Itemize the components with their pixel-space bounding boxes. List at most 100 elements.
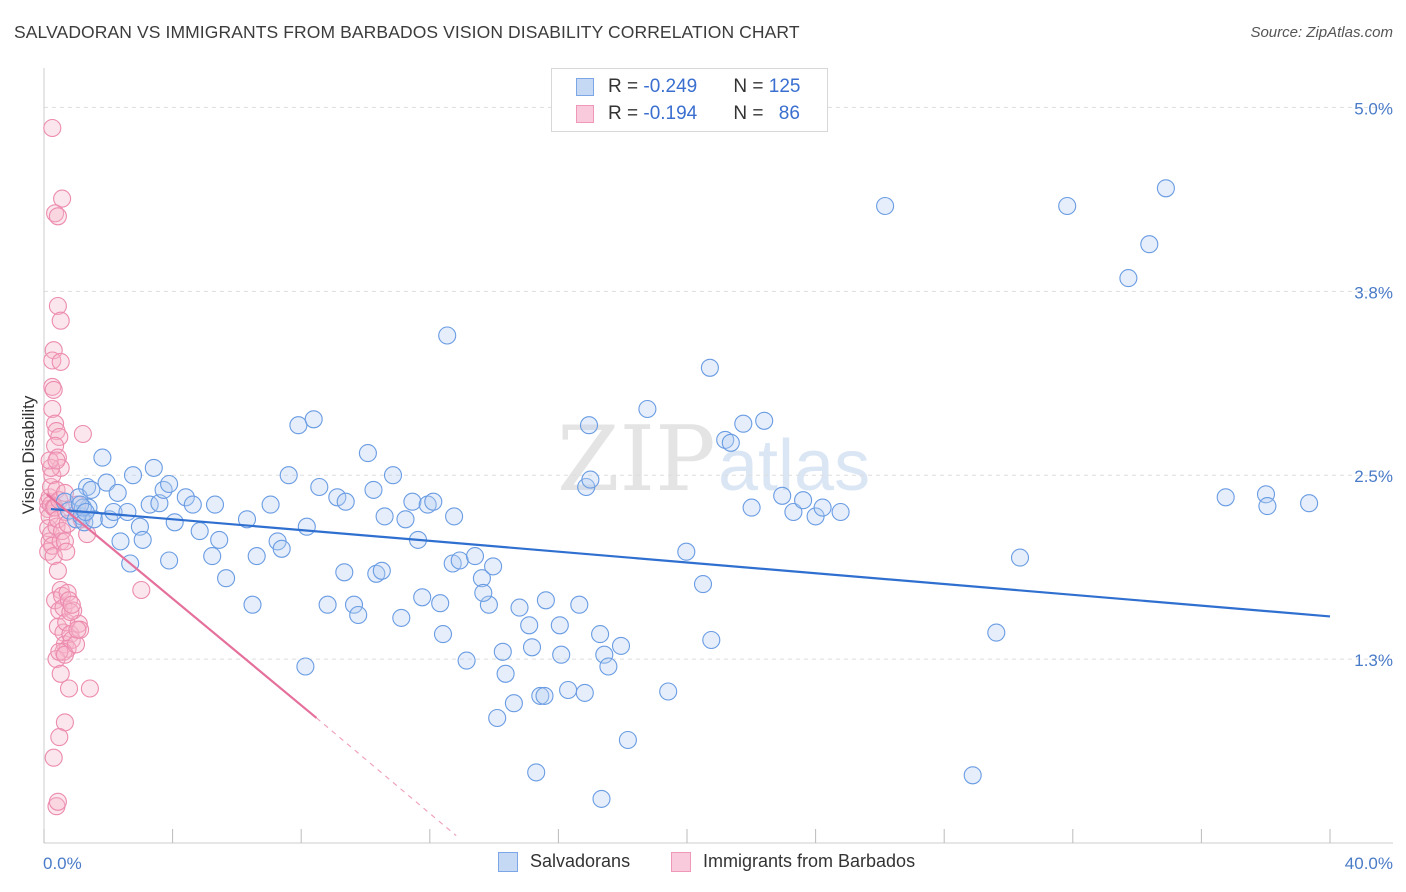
scatter-point — [1140, 235, 1159, 254]
r-value: -0.249 — [643, 76, 698, 97]
legend-row-barbados: R = -0.194 N = 86 — [576, 101, 800, 127]
scatter-point — [794, 491, 813, 510]
legend-item-salvadorans[interactable]: Salvadorans — [498, 851, 630, 872]
scatter-point — [82, 480, 101, 499]
scatter-point — [47, 650, 66, 669]
scatter-point — [118, 502, 137, 522]
scatter-point — [176, 488, 195, 507]
scatter-point — [424, 492, 443, 511]
scatter-point — [73, 424, 92, 444]
scatter-point — [375, 507, 394, 526]
scatter-point — [111, 532, 130, 551]
scatter-point — [48, 207, 67, 226]
scatter-point — [335, 563, 354, 582]
scatter-point — [677, 542, 696, 561]
scatter-point — [364, 480, 383, 499]
scatter-point — [289, 416, 308, 435]
scatter-point — [592, 789, 611, 808]
scatter-point — [51, 664, 70, 683]
scatter-point — [190, 522, 209, 541]
scatter-point — [133, 530, 152, 549]
scatter-point — [80, 679, 99, 698]
barbados-points — [39, 118, 151, 816]
scatter-point — [150, 494, 169, 513]
scatter-point — [479, 595, 498, 614]
scatter-point — [43, 399, 62, 419]
scatter-point — [510, 598, 529, 617]
scatter-point — [504, 694, 523, 713]
scatter-point — [44, 748, 63, 767]
scatter-point — [140, 495, 159, 514]
scatter-point — [310, 477, 329, 497]
x-tick-min: 0.0% — [43, 854, 82, 873]
legend-label-barbados: Immigrants from Barbados — [703, 851, 916, 871]
scatter-point — [66, 635, 86, 654]
scatter-point — [784, 502, 803, 522]
scatter-point — [773, 486, 792, 505]
scatter-point — [831, 502, 850, 522]
scatter-point — [559, 680, 578, 700]
scatter-point — [535, 686, 554, 705]
scatter-point — [183, 495, 202, 514]
scatter-point — [702, 630, 721, 650]
scatter-point — [1156, 179, 1175, 198]
scatter-point — [987, 623, 1006, 642]
scatter-point — [1300, 494, 1319, 513]
scatter-point — [123, 466, 143, 485]
y-tick-label: 1.3% — [1354, 651, 1393, 670]
scatter-point — [755, 411, 774, 430]
scatter-point — [700, 358, 719, 377]
r-label: R = — [608, 103, 644, 124]
scatter-point — [261, 495, 280, 514]
scatter-point — [581, 470, 600, 489]
scatter-point — [876, 196, 895, 216]
scatter-point — [431, 594, 450, 613]
n-value: 125 — [768, 76, 801, 97]
scatter-point — [237, 510, 257, 529]
scatter-point — [472, 569, 491, 588]
scatter-point — [53, 189, 72, 208]
scatter-point — [527, 763, 546, 782]
r-label: R = — [608, 76, 644, 97]
chart-title: SALVADORAN VS IMMIGRANTS FROM BARBADOS V… — [14, 22, 800, 42]
scatter-point — [591, 625, 610, 644]
scatter-point — [297, 517, 316, 536]
n-label: N = — [733, 103, 769, 124]
scatter-point — [59, 679, 79, 698]
scatter-point — [599, 657, 618, 676]
scatter-point — [296, 657, 315, 676]
scatter-point — [1216, 488, 1235, 507]
scatter-point — [536, 591, 555, 610]
scatter-point — [46, 204, 65, 223]
scatter-point — [160, 551, 179, 570]
scatter-point — [496, 664, 515, 683]
trend-line-barbados-extension — [316, 717, 457, 837]
scatter-point — [57, 542, 76, 561]
scatter-point — [53, 522, 72, 541]
scatter-point — [445, 507, 464, 526]
scatter-point — [203, 547, 222, 566]
scatter-point — [474, 583, 493, 602]
scatter-point — [611, 636, 631, 655]
scatter-point — [358, 444, 377, 463]
scatter-point — [396, 510, 415, 529]
scatter-point — [575, 683, 594, 702]
legend-item-barbados[interactable]: Immigrants from Barbados — [671, 851, 915, 872]
scatter-point — [130, 517, 149, 536]
y-tick-labels: 1.3% 2.5% 3.8% 5.0% — [1354, 99, 1393, 670]
scatter-point — [132, 580, 151, 600]
source-label: Source: ZipAtlas.com — [1250, 24, 1393, 41]
scatter-point — [721, 433, 740, 452]
scatter-point — [418, 495, 437, 514]
scatter-point — [328, 488, 347, 507]
scatter-point — [522, 638, 542, 657]
scatter-point — [318, 595, 337, 614]
stats-legend: R = -0.249 N = 125 R = -0.194 N = 86 — [551, 68, 828, 132]
y-axis-label: Vision Disability — [19, 395, 38, 514]
scatter-point — [43, 118, 62, 138]
scatter-point — [93, 448, 112, 467]
y-tick-label: 2.5% — [1354, 467, 1393, 486]
scatter-point — [484, 557, 503, 576]
scatter-point — [493, 642, 512, 661]
